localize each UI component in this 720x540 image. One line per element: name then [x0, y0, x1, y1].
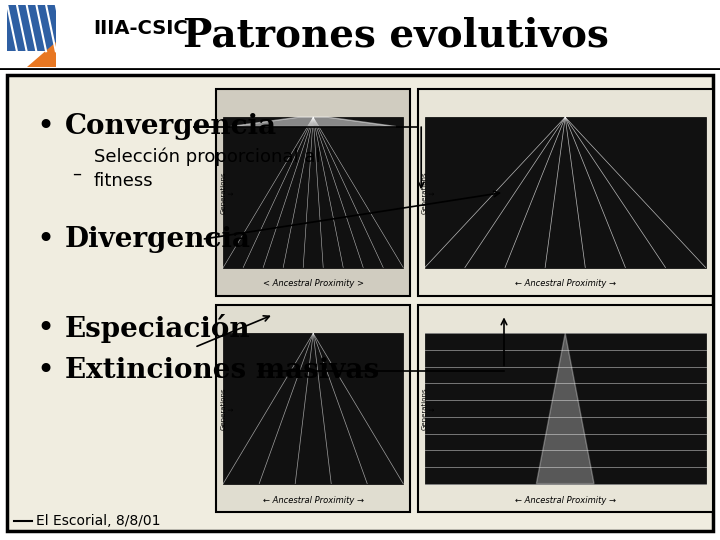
Text: < Ancestral Proximity >: < Ancestral Proximity >: [263, 280, 364, 288]
Bar: [7, 5, 72, 66]
Text: Generations
↓: Generations ↓: [422, 387, 435, 430]
Text: •: •: [36, 356, 54, 386]
Text: Selección proporcional al
fitness: Selección proporcional al fitness: [94, 148, 320, 190]
Text: •: •: [36, 225, 54, 254]
Text: –: –: [72, 165, 81, 183]
Text: •: •: [36, 112, 54, 141]
Text: Patrones evolutivos: Patrones evolutivos: [183, 16, 609, 54]
Bar: [418, 305, 713, 512]
Text: Divergencia: Divergencia: [65, 226, 251, 253]
Text: El Escorial, 8/8/01: El Escorial, 8/8/01: [36, 514, 161, 528]
Bar: [425, 333, 706, 484]
Text: •: •: [36, 314, 54, 343]
Text: Generations
↓: Generations ↓: [220, 387, 233, 430]
Text: Convergencia: Convergencia: [65, 113, 277, 140]
Bar: [7, 5, 56, 51]
Bar: [418, 89, 713, 296]
Bar: [216, 89, 410, 296]
Text: ← Ancestral Proximity →: ← Ancestral Proximity →: [515, 280, 616, 288]
Bar: [216, 305, 410, 512]
Text: Extinciones masivas: Extinciones masivas: [65, 357, 379, 384]
Bar: [223, 117, 403, 267]
Text: IIIA-CSIC: IIIA-CSIC: [94, 18, 189, 38]
Text: ← Ancestral Proximity →: ← Ancestral Proximity →: [263, 496, 364, 504]
Text: Especiación: Especiación: [65, 314, 251, 343]
Polygon shape: [536, 333, 594, 484]
Polygon shape: [27, 42, 56, 66]
Bar: [223, 333, 403, 484]
Text: ← Ancestral Proximity →: ← Ancestral Proximity →: [515, 496, 616, 504]
Text: Generations
↓: Generations ↓: [422, 171, 435, 214]
Text: Generations
↓: Generations ↓: [220, 171, 233, 214]
Polygon shape: [230, 117, 396, 126]
Bar: [425, 117, 706, 267]
